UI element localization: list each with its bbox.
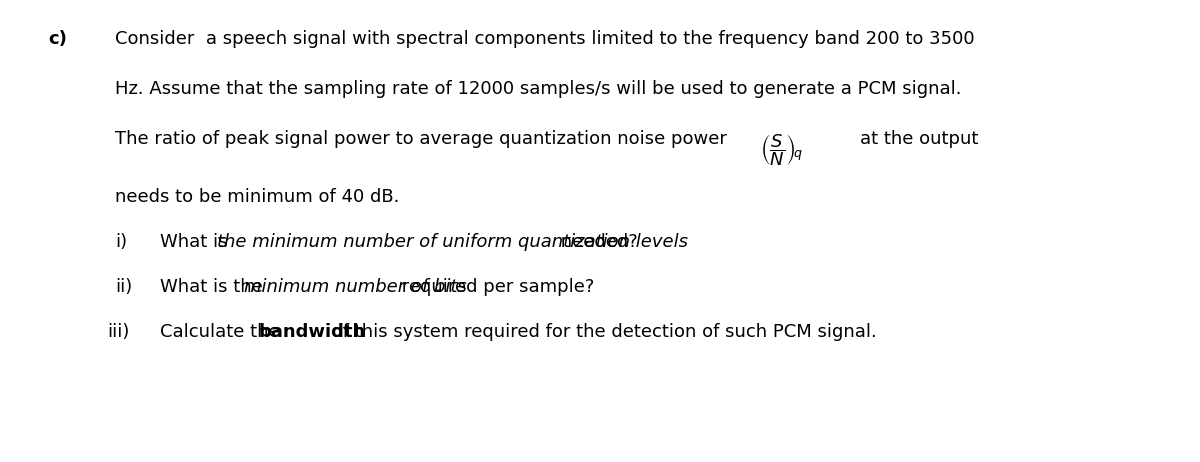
Text: What is the: What is the (160, 278, 269, 296)
Text: of this system required for the detection of such PCM signal.: of this system required for the detectio… (326, 323, 877, 341)
Text: minimum number of bits: minimum number of bits (244, 278, 467, 296)
Text: What is: What is (160, 233, 233, 251)
Text: iii): iii) (107, 323, 130, 341)
Text: needed?: needed? (554, 233, 637, 251)
Text: at the output: at the output (860, 130, 978, 148)
Text: ii): ii) (115, 278, 132, 296)
Text: needs to be minimum of 40 dB.: needs to be minimum of 40 dB. (115, 188, 400, 206)
Text: the minimum number of uniform quantization levels: the minimum number of uniform quantizati… (217, 233, 688, 251)
Text: Consider  a speech signal with spectral components limited to the frequency band: Consider a speech signal with spectral c… (115, 30, 974, 48)
Text: required per sample?: required per sample? (396, 278, 594, 296)
Text: The ratio of peak signal power to average quantization noise power: The ratio of peak signal power to averag… (115, 130, 727, 148)
Text: Calculate the: Calculate the (160, 323, 286, 341)
Text: $\left(\dfrac{S}{N}\right)_{\!q}$: $\left(\dfrac{S}{N}\right)_{\!q}$ (760, 132, 803, 168)
Text: c): c) (48, 30, 67, 48)
Text: Hz. Assume that the sampling rate of 12000 samples/s will be used to generate a : Hz. Assume that the sampling rate of 120… (115, 80, 961, 98)
Text: bandwidth: bandwidth (258, 323, 365, 341)
Text: i): i) (115, 233, 127, 251)
